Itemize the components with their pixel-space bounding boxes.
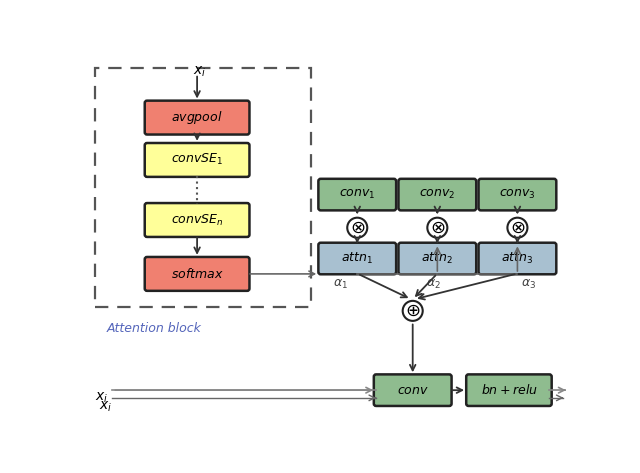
FancyBboxPatch shape bbox=[318, 179, 396, 210]
Text: $\it{avgpool}$: $\it{avgpool}$ bbox=[172, 109, 223, 126]
Text: $\it{conv}$$_{\it{3}}$: $\it{conv}$$_{\it{3}}$ bbox=[499, 188, 536, 201]
Text: $\alpha_1$: $\alpha_1$ bbox=[333, 278, 348, 291]
Text: $\it{attn}$$_{\it{1}}$: $\it{attn}$$_{\it{1}}$ bbox=[341, 251, 373, 266]
Text: $\it{convSE}$$_{\it{n}}$: $\it{convSE}$$_{\it{n}}$ bbox=[171, 212, 223, 228]
Text: $\otimes$: $\otimes$ bbox=[349, 219, 365, 236]
FancyBboxPatch shape bbox=[479, 243, 556, 274]
Text: $\otimes$: $\otimes$ bbox=[509, 219, 525, 236]
Text: $x_i$: $x_i$ bbox=[193, 64, 206, 79]
Text: $\it{conv}$$_{\it{1}}$: $\it{conv}$$_{\it{1}}$ bbox=[339, 188, 376, 201]
Text: $\alpha_3$: $\alpha_3$ bbox=[521, 278, 536, 291]
Text: $\it{convSE}$$_{\it{1}}$: $\it{convSE}$$_{\it{1}}$ bbox=[171, 152, 223, 167]
Text: $\it{attn}$$_{\it{3}}$: $\it{attn}$$_{\it{3}}$ bbox=[501, 251, 534, 266]
FancyBboxPatch shape bbox=[145, 101, 250, 134]
Circle shape bbox=[508, 218, 527, 238]
Circle shape bbox=[428, 218, 447, 238]
FancyBboxPatch shape bbox=[466, 375, 552, 406]
FancyBboxPatch shape bbox=[399, 179, 476, 210]
FancyBboxPatch shape bbox=[318, 243, 396, 274]
Circle shape bbox=[403, 301, 422, 321]
Text: $\it{conv}$: $\it{conv}$ bbox=[397, 384, 429, 397]
FancyBboxPatch shape bbox=[145, 257, 250, 291]
FancyBboxPatch shape bbox=[145, 143, 250, 177]
FancyBboxPatch shape bbox=[374, 375, 452, 406]
Circle shape bbox=[348, 218, 367, 238]
Text: Attention block: Attention block bbox=[107, 323, 202, 335]
Text: $\alpha_2$: $\alpha_2$ bbox=[426, 278, 441, 291]
Text: $\it{softmax}$: $\it{softmax}$ bbox=[171, 267, 223, 281]
Text: $x_i$: $x_i$ bbox=[99, 399, 112, 414]
Text: $\it{bn+relu}$: $\it{bn+relu}$ bbox=[481, 383, 538, 397]
Text: $\otimes$: $\otimes$ bbox=[429, 219, 445, 236]
FancyBboxPatch shape bbox=[479, 179, 556, 210]
Text: $\it{attn}$$_{\it{2}}$: $\it{attn}$$_{\it{2}}$ bbox=[421, 251, 453, 266]
Text: $\oplus$: $\oplus$ bbox=[405, 302, 420, 320]
Text: $x_i$: $x_i$ bbox=[95, 391, 109, 405]
FancyBboxPatch shape bbox=[399, 243, 476, 274]
FancyBboxPatch shape bbox=[145, 203, 250, 237]
Text: $\it{conv}$$_{\it{2}}$: $\it{conv}$$_{\it{2}}$ bbox=[419, 188, 456, 201]
